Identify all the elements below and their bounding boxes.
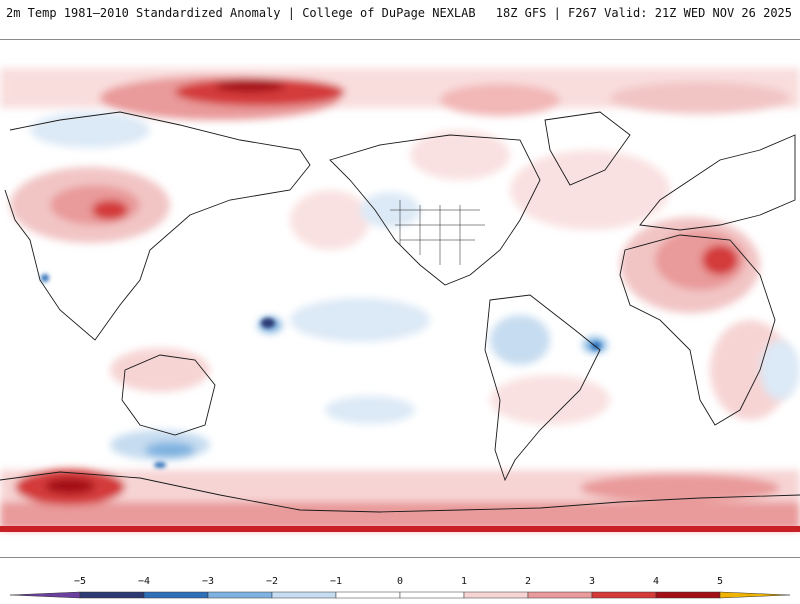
cool-anomaly-patches xyxy=(30,112,800,460)
coastline-north-america xyxy=(329,134,541,286)
colorbar-segment xyxy=(271,591,337,599)
colorbar-tick-label: 0 xyxy=(397,576,403,587)
colorbar-tick-label: −1 xyxy=(330,576,342,587)
colorbar-tick-label: −5 xyxy=(74,576,86,587)
colorbar-segment xyxy=(143,591,209,599)
coastline-asia xyxy=(4,111,311,341)
colorbar-segment xyxy=(79,591,145,599)
colorbar-segment xyxy=(527,591,593,599)
header: 2m Temp 1981–2010 Standardized Anomaly |… xyxy=(0,0,800,40)
coastline-greenland xyxy=(544,111,631,186)
colorbar-tick-label: 1 xyxy=(461,576,467,587)
coastline-europe xyxy=(639,134,796,231)
arctic-anomaly-band xyxy=(0,68,800,120)
colorbar-tick-label: 4 xyxy=(653,576,659,587)
colorbar-segment xyxy=(399,591,465,599)
colorbar-segment xyxy=(463,591,529,599)
model-run-valid-time: 18Z GFS | F267 Valid: 21Z WED NOV 26 202… xyxy=(495,6,792,20)
colorbar: −5 −4 −3 −2 −1 0 1 2 3 4 5 xyxy=(0,558,800,600)
strong-cool-spots xyxy=(41,274,601,468)
coastline-antarctica xyxy=(0,471,800,513)
colorbar-segment xyxy=(207,591,273,599)
colorbar-segment xyxy=(591,591,657,599)
colorbar-segment xyxy=(335,591,401,599)
antarctic-edge-band xyxy=(0,526,800,532)
colorbar-segment xyxy=(655,591,721,599)
colorbar-left-cap xyxy=(9,591,81,599)
anomaly-map xyxy=(0,40,800,558)
colorbar-tick-label: 5 xyxy=(717,576,723,587)
colorbar-tick-label: −2 xyxy=(266,576,278,587)
colorbar-tick-label: 2 xyxy=(525,576,531,587)
coastline-africa xyxy=(619,234,776,426)
antarctic-anomaly-band xyxy=(0,469,800,530)
coastlines xyxy=(0,111,800,513)
coastline-south-america xyxy=(484,294,601,482)
map-canvas xyxy=(0,40,800,557)
map-title: 2m Temp 1981–2010 Standardized Anomaly |… xyxy=(6,6,476,20)
coastline-australia xyxy=(121,354,216,436)
us-state-borders xyxy=(390,200,485,265)
colorbar-tick-label: −3 xyxy=(202,576,214,587)
colorbar-tick-label: −4 xyxy=(138,576,150,587)
colorbar-right-cap xyxy=(719,591,791,599)
colorbar-tick-label: 3 xyxy=(589,576,595,587)
warm-anomaly-patches xyxy=(10,130,790,425)
